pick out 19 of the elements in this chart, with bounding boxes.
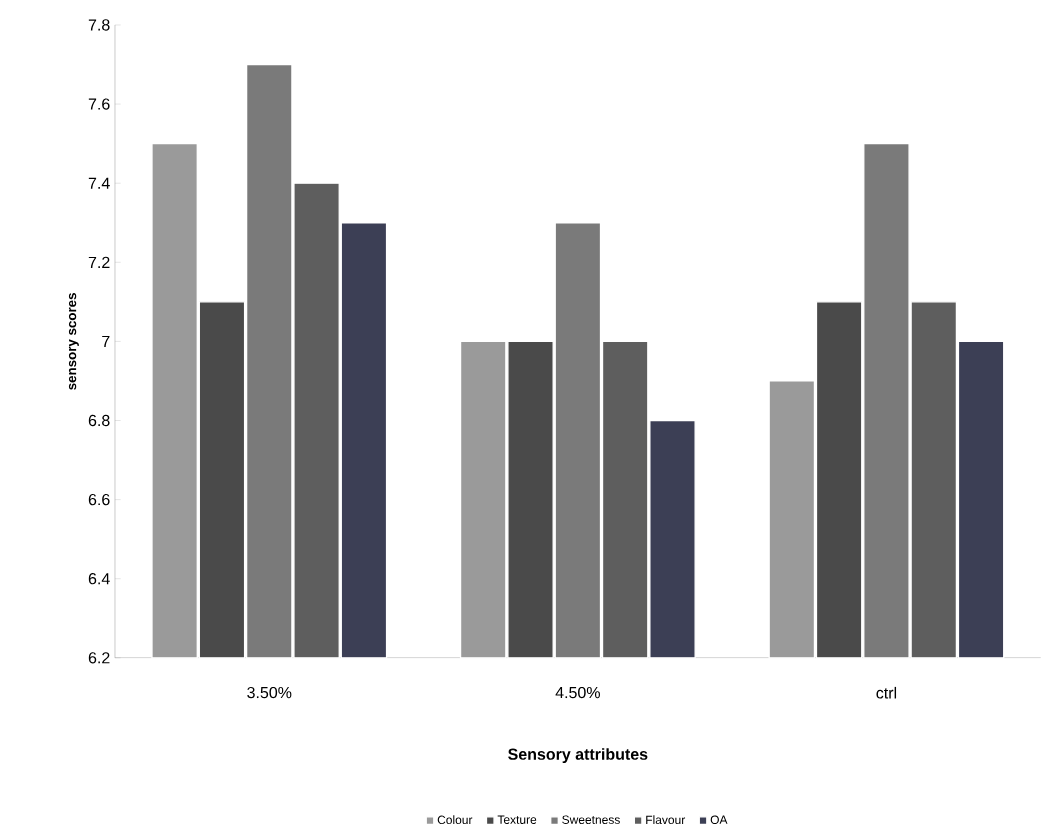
y-tick-label: 6.2 (88, 652, 110, 664)
x-axis-title: Sensory attributes (508, 747, 648, 763)
legend-label: Flavour (646, 815, 686, 824)
legend-label: Sweetness (562, 815, 620, 824)
x-tick-label: ctrl (876, 686, 897, 699)
y-tick-label: 7.2 (88, 256, 110, 268)
y-tick-label: 7.8 (88, 19, 110, 31)
y-tick-label: 7 (102, 335, 110, 347)
y-axis-title: sensory scores (68, 292, 79, 390)
y-tick-label: 6.4 (88, 572, 110, 585)
y-tick-label: 7.6 (88, 98, 110, 110)
y-tick-label: 7.4 (88, 177, 110, 189)
x-tick-label: 4.50% (555, 686, 600, 699)
x-tick-label: 3.50% (247, 686, 292, 699)
legend-label: Colour (437, 815, 473, 824)
legend-label: OA (710, 815, 728, 824)
y-tick-label: 6.8 (88, 414, 110, 426)
legend-label: Texture (497, 815, 537, 824)
y-tick-label: 6.6 (88, 493, 110, 506)
